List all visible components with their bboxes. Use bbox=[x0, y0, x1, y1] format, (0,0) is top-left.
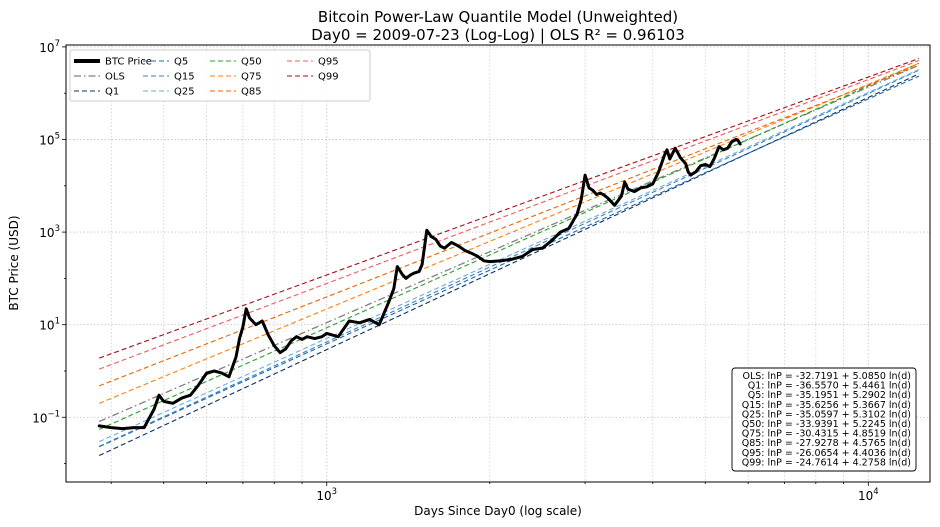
equation-line: Q99: lnP = -24.7614 + 4.2758 ln(d) bbox=[742, 457, 911, 468]
series-line-q25 bbox=[98, 69, 920, 443]
chart-title: Bitcoin Power-Law Quantile Model (Unweig… bbox=[318, 8, 678, 26]
x-tick-label: 104 bbox=[858, 487, 879, 503]
legend-label: OLS bbox=[105, 72, 125, 83]
series-line-btc-price bbox=[97, 138, 742, 431]
series-line-q95 bbox=[98, 60, 920, 370]
equation-line: Q1: lnP = -36.5570 + 5.4461 ln(d) bbox=[748, 381, 911, 392]
y-tick-label: 101 bbox=[39, 317, 60, 333]
legend-label: Q85 bbox=[241, 87, 262, 98]
series-line-q50 bbox=[98, 62, 920, 430]
legend-label: Q1 bbox=[105, 87, 119, 98]
equation-box: OLS: lnP = -32.7191 + 5.0850 ln(d)Q1: ln… bbox=[731, 367, 917, 472]
legend-label: Q75 bbox=[241, 72, 262, 83]
equation-box-frame bbox=[731, 367, 917, 472]
equation-line: Q25: lnP = -35.0597 + 5.3102 ln(d) bbox=[742, 409, 911, 420]
legend-label: Q95 bbox=[318, 57, 339, 68]
equation-line: Q75: lnP = -30.4315 + 4.8519 ln(d) bbox=[742, 429, 911, 440]
axis-ticks: 103 104 10−1 101 103 105 107 bbox=[32, 39, 878, 503]
y-axis-label: BTC Price (USD) bbox=[7, 215, 21, 310]
equation-line: Q85: lnP = -27.9278 + 4.5765 ln(d) bbox=[742, 438, 911, 449]
legend-label: Q50 bbox=[241, 57, 262, 68]
legend-label: Q25 bbox=[174, 87, 195, 98]
y-tick-label: 10−1 bbox=[32, 409, 60, 425]
equation-line: OLS: lnP = -32.7191 + 5.0850 ln(d) bbox=[743, 371, 912, 382]
series-line-q1 bbox=[98, 73, 920, 457]
plot-frame bbox=[65, 44, 931, 483]
legend-label: Q15 bbox=[174, 72, 195, 83]
equation-line: Q50: lnP = -33.9391 + 5.2245 ln(d) bbox=[742, 419, 911, 430]
equation-line: Q5: lnP = -35.1951 + 5.2902 ln(d) bbox=[748, 390, 911, 401]
x-axis-label: Days Since Day0 (log scale) bbox=[414, 504, 582, 518]
y-tick-label: 103 bbox=[39, 224, 60, 240]
equation-line: Q15: lnP = -35.6256 + 5.3667 ln(d) bbox=[742, 400, 911, 411]
legend-label: BTC Price bbox=[105, 57, 152, 68]
chart-subtitle: Day0 = 2009-07-23 (Log-Log) | OLS R² = 0… bbox=[311, 26, 685, 44]
series-line-q85 bbox=[98, 64, 920, 387]
x-tick-label: 103 bbox=[316, 487, 337, 503]
series-line-q75 bbox=[98, 62, 920, 404]
y-tick-label: 105 bbox=[39, 132, 60, 148]
y-tick-label: 107 bbox=[39, 39, 60, 55]
series-line-q99 bbox=[98, 58, 920, 359]
legend-label: Q5 bbox=[174, 57, 188, 68]
series-line-q5 bbox=[98, 75, 920, 448]
legend: BTC Price OLS Q1 Q5 Q15 Q25 Q50 Q75 Q85 Q95 Q99 bbox=[69, 49, 371, 102]
legend-label: Q99 bbox=[318, 72, 339, 83]
equation-line: Q95: lnP = -26.0654 + 4.4036 ln(d) bbox=[742, 448, 911, 459]
grid bbox=[66, 45, 930, 482]
plot-lines bbox=[97, 58, 920, 457]
